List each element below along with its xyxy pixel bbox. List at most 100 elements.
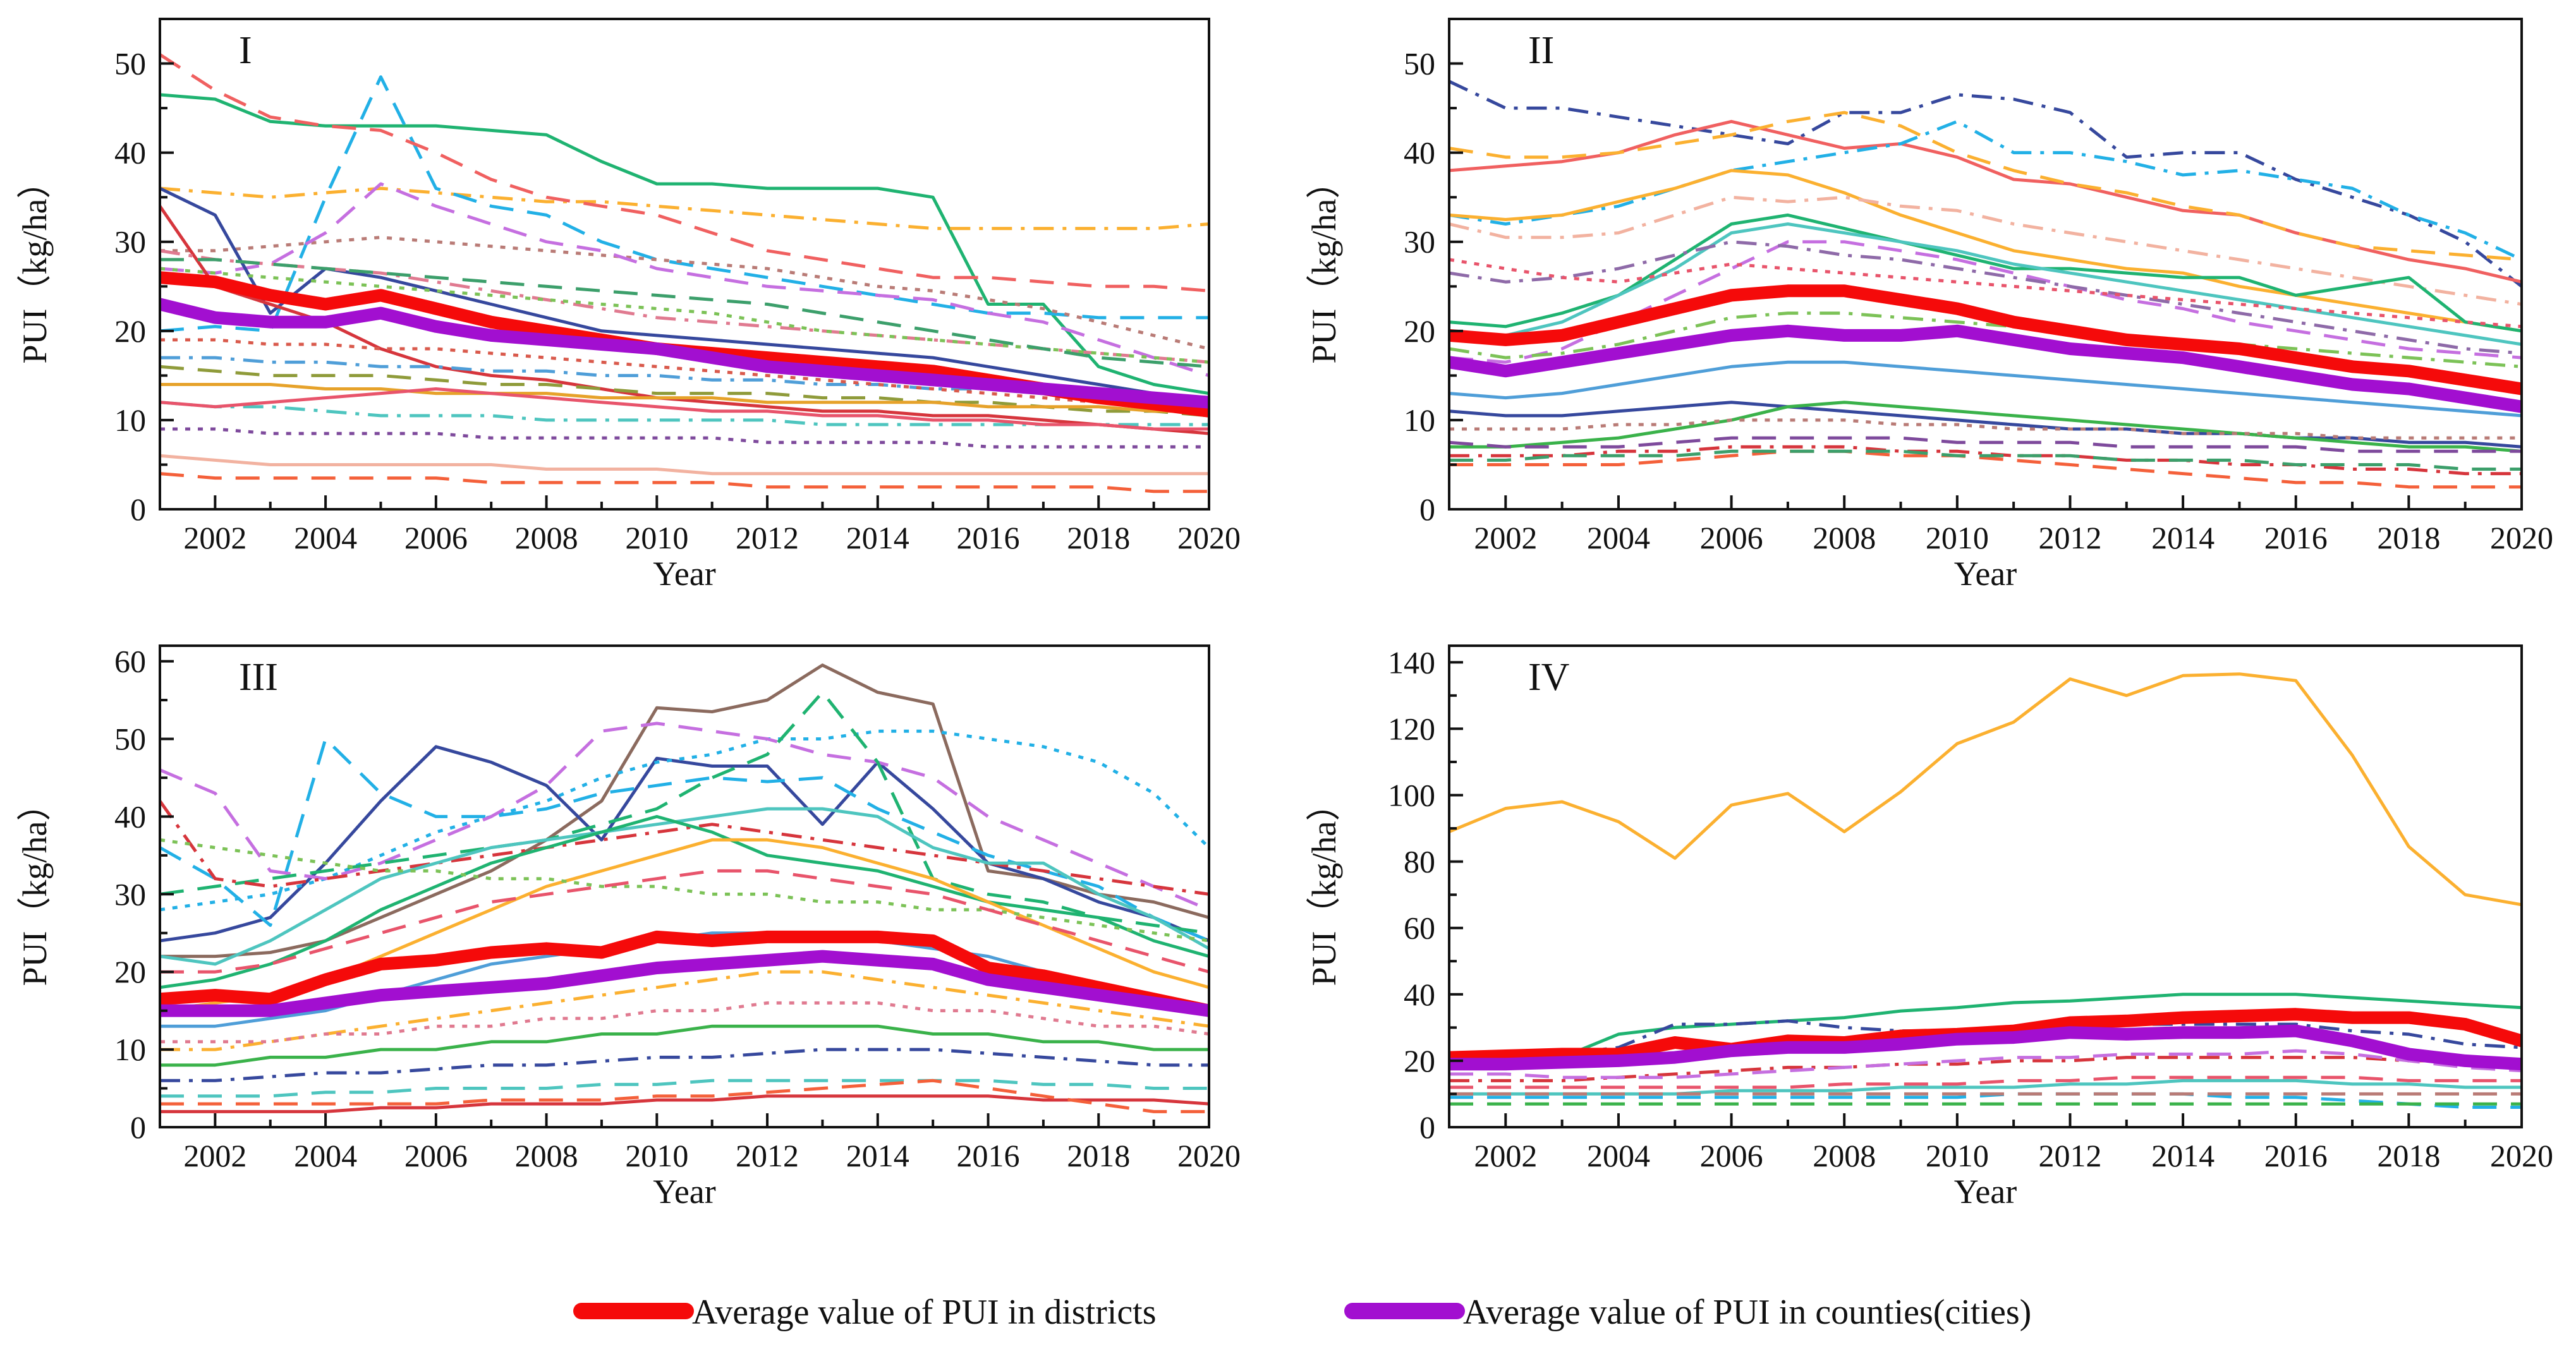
series-line-s5 <box>160 236 1209 351</box>
plot-frame <box>159 644 1210 1128</box>
x-tick-label: 2008 <box>515 520 578 555</box>
series-line-s11 <box>1449 258 2522 329</box>
panel-IV: 2002 2004 2006 2008 2010 2012 2014 2016 2018 2020… <box>1305 644 2553 1211</box>
series-line-s2 <box>1449 993 2522 1063</box>
series-line-s1 <box>1449 80 2522 288</box>
panel-II: 2002 2004 2006 2008 2010 2012 2014 2016 2018 2020… <box>1305 18 2553 593</box>
x-tick-label: 2020 <box>1177 520 1241 555</box>
series-line-county-average <box>160 298 1209 409</box>
series-line-s3 <box>160 75 1209 333</box>
legend-label-counties: Average value of PUI in counties(cities) <box>1463 1293 2031 1332</box>
series-line-s6 <box>1449 1079 2522 1096</box>
y-axis-title: PUI（kg/ha） <box>16 165 54 364</box>
y-tick-label: 20 <box>114 954 146 989</box>
x-axis-title: Year <box>1954 555 2017 593</box>
x-tick-label: 2018 <box>1067 520 1130 555</box>
series-group <box>1449 672 2522 1109</box>
y-tick-label: 40 <box>114 135 146 171</box>
legend-label-districts: Average value of PUI in districts <box>692 1293 1157 1332</box>
series-group <box>160 53 1209 493</box>
series-line-s19 <box>1449 418 2522 440</box>
x-tick-label: 2012 <box>736 520 799 555</box>
x-tick-label: 2016 <box>2264 1138 2328 1173</box>
x-tick-label: 2016 <box>957 1138 1020 1173</box>
x-tick-label: 2002 <box>183 1138 246 1173</box>
series-line-s10 <box>160 401 1209 426</box>
series-line-s16 <box>1449 445 2522 476</box>
x-tick-label: 2006 <box>404 1138 468 1173</box>
series-line-s15 <box>160 383 1209 413</box>
y-tick-label: 100 <box>1388 777 1435 813</box>
panel-I: 2002 2004 2006 2008 2010 2012 2014 2016 2018 2020… <box>16 18 1241 593</box>
panel-label: II <box>1528 29 1554 72</box>
series-line-s13 <box>160 472 1209 493</box>
legend: Average value of PUI in districts Averag… <box>573 1293 2031 1332</box>
series-line-s3 <box>1449 1019 2522 1056</box>
x-tick-label: 2012 <box>2038 520 2101 555</box>
y-tick-label: 0 <box>130 492 146 527</box>
series-line-s1 <box>1449 672 2522 907</box>
x-tick-label: 2012 <box>736 1138 799 1173</box>
series-line-s18 <box>1449 449 2522 489</box>
y-tick-label: 30 <box>1404 224 1435 260</box>
x-tick-label: 2010 <box>625 520 688 555</box>
plot-frame <box>1448 644 2523 1128</box>
x-tick-label: 2020 <box>2490 520 2553 555</box>
y-tick-label: 20 <box>1404 313 1435 349</box>
series-line-s11 <box>160 838 1209 943</box>
y-tick-label: 50 <box>1404 46 1435 82</box>
y-tick-label: 30 <box>114 876 146 912</box>
x-tick-label: 2018 <box>1067 1138 1130 1173</box>
series-line-s5 <box>160 722 1209 912</box>
x-tick-label: 2018 <box>2377 520 2440 555</box>
x-tick-label: 2016 <box>2264 520 2328 555</box>
x-tick-label: 2010 <box>1926 520 1989 555</box>
series-line-county-average <box>160 950 1209 1017</box>
series-line-s14 <box>160 970 1209 1051</box>
series-line-s20 <box>160 258 1209 368</box>
y-axis-title: PUI（kg/ha） <box>16 787 54 986</box>
series-line-s2 <box>160 186 1209 231</box>
y-tick-label: 50 <box>114 721 146 756</box>
y-tick-label: 10 <box>1404 402 1435 438</box>
panel-label: III <box>239 656 278 699</box>
series-line-s15 <box>1449 401 2522 453</box>
x-tick-label: 2014 <box>2151 520 2215 555</box>
series-line-s19 <box>160 1094 1209 1113</box>
series-line-s18 <box>160 1079 1209 1098</box>
y-tick-label: 40 <box>114 799 146 834</box>
x-tick-label: 2006 <box>1700 520 1763 555</box>
x-tick-label: 2018 <box>2377 1138 2440 1173</box>
series-line-s16 <box>160 1024 1209 1067</box>
series-line-s6 <box>160 691 1209 935</box>
x-tick-label: 2010 <box>1926 1138 1989 1173</box>
y-axis-title: PUI（kg/ha） <box>1305 787 1343 986</box>
series-line-county-average <box>1449 1024 2522 1071</box>
series-line-s20 <box>1449 449 2522 471</box>
series-line-s8 <box>160 807 1209 966</box>
series-line-s9 <box>160 814 1209 989</box>
y-tick-label: 0 <box>1419 492 1435 527</box>
series-line-s6 <box>160 182 1209 377</box>
series-line-s2 <box>160 745 1209 943</box>
y-tick-label: 60 <box>1404 910 1435 946</box>
series-line-s20 <box>160 1079 1209 1113</box>
series-line-s4 <box>160 729 1209 912</box>
x-tick-label: 2004 <box>294 1138 357 1173</box>
y-tick-label: 0 <box>1419 1109 1435 1145</box>
plot-frame <box>159 18 1210 511</box>
series-line-county-average <box>1449 324 2522 413</box>
x-tick-label: 2014 <box>2151 1138 2215 1173</box>
series-line-s13 <box>1449 360 2522 418</box>
x-tick-label: 2016 <box>957 520 1020 555</box>
series-line-s10 <box>1449 240 2522 355</box>
series-line-s18 <box>160 387 1209 431</box>
y-tick-label: 20 <box>1404 1043 1435 1079</box>
x-tick-label: 2004 <box>294 520 357 555</box>
panel-III: 2002 2004 2006 2008 2010 2012 2014 2016 2018 2020… <box>16 644 1241 1211</box>
x-tick-label: 2020 <box>2490 1138 2553 1173</box>
y-axis-title: PUI（kg/ha） <box>1305 165 1343 364</box>
x-axis-title: Year <box>1954 1173 2017 1211</box>
y-tick-label: 80 <box>1404 844 1435 879</box>
